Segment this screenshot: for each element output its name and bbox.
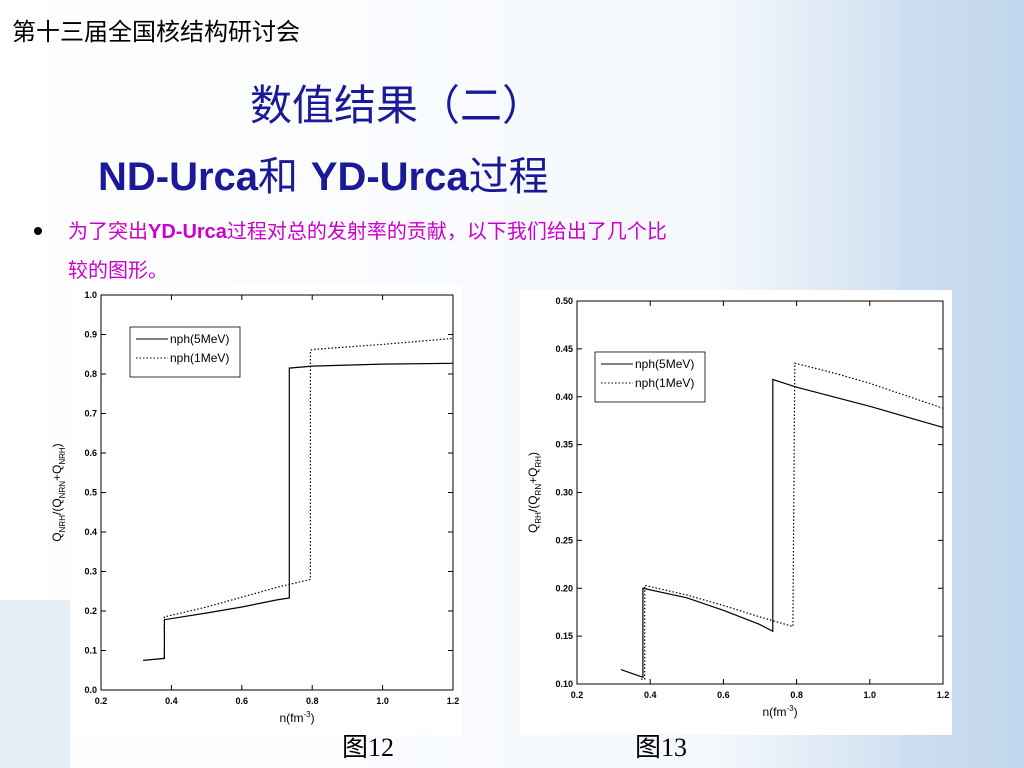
y-tick-label: 0.9 bbox=[84, 330, 97, 340]
header: 第十三届全国核结构研讨会 bbox=[12, 18, 300, 46]
caption: 图12 bbox=[342, 733, 394, 762]
x-tick-label: 1.0 bbox=[376, 696, 389, 706]
bullet-text: 为了突出YD-Urca过程对总的发射率的贡献，以下我们给出了几个比 bbox=[68, 219, 667, 243]
y-tick-label: 0.1 bbox=[84, 646, 97, 656]
y-tick-label: 0.4 bbox=[84, 527, 97, 537]
bullet-part: 过程对总的发射率的贡献，以下我们给出了几个比 bbox=[227, 219, 667, 243]
y-tick-label: 1.0 bbox=[84, 290, 97, 300]
legend-label: nph(1MeV) bbox=[635, 376, 694, 390]
y-axis-label: QNRH/(QNRN+QNRH) bbox=[50, 443, 67, 541]
x-tick-label: 0.8 bbox=[790, 690, 803, 700]
legend-label: nph(5MeV) bbox=[635, 357, 694, 371]
legend-box bbox=[129, 326, 241, 378]
y-tick-label: 0.15 bbox=[555, 631, 573, 641]
y-tick-label: 0.5 bbox=[84, 488, 97, 498]
x-axis-label-part: ) bbox=[311, 711, 315, 725]
y-axis-label-part: RN bbox=[534, 484, 543, 496]
x-axis-label: n(fm-3) bbox=[279, 710, 314, 725]
y-axis-label-part: ) bbox=[526, 452, 540, 456]
x-axis-label-part: n(fm bbox=[279, 711, 303, 725]
x-tick-label: 0.2 bbox=[571, 690, 584, 700]
y-tick-label: 0.25 bbox=[555, 535, 573, 545]
y-tick-label: 0.30 bbox=[555, 488, 573, 498]
y-tick-label: 0.20 bbox=[555, 583, 573, 593]
y-axis-label-part: /(Q bbox=[526, 495, 540, 512]
x-axis-label-part: ) bbox=[794, 705, 798, 719]
x-axis-label-part: -3 bbox=[303, 710, 311, 719]
y-axis-label-part: RH bbox=[534, 456, 543, 468]
series-line bbox=[162, 337, 454, 659]
y-tick-label: 0.50 bbox=[555, 296, 573, 306]
y-tick-label: 0.6 bbox=[84, 448, 97, 458]
x-axis-label-part: -3 bbox=[786, 704, 794, 713]
decoration bbox=[0, 600, 70, 768]
series-line bbox=[143, 362, 454, 661]
y-axis-label: QRH/(QRN+QRH) bbox=[526, 452, 543, 533]
x-tick-label: 0.6 bbox=[236, 696, 249, 706]
y-tick-label: 0.3 bbox=[84, 567, 97, 577]
y-axis-label-part: NRH bbox=[58, 515, 67, 533]
bullet-text: 较的图形。 bbox=[68, 258, 168, 282]
legend-box bbox=[594, 351, 706, 403]
x-tick-label: 0.4 bbox=[165, 696, 178, 706]
y-axis-label-part: NRH bbox=[58, 447, 67, 465]
x-tick-label: 0.2 bbox=[95, 696, 108, 706]
subtitle-part: 过程 bbox=[469, 154, 549, 200]
subtitle-part: ND-Urca bbox=[98, 155, 259, 199]
y-tick-label: 0.2 bbox=[84, 606, 97, 616]
y-tick-label: 0.0 bbox=[84, 685, 97, 695]
subtitle-part: 和 bbox=[258, 154, 311, 200]
x-tick-label: 0.6 bbox=[717, 690, 730, 700]
plot-background bbox=[520, 290, 952, 735]
y-axis-label-part: +Q bbox=[50, 465, 64, 481]
y-axis-label-part: ) bbox=[50, 443, 64, 447]
y-tick-label: 0.8 bbox=[84, 369, 97, 379]
x-tick-label: 1.2 bbox=[937, 690, 950, 700]
title: 数值结果（二） bbox=[250, 81, 544, 130]
y-axis-label-part: NRN bbox=[58, 481, 67, 499]
bullet-part: 为了突出 bbox=[68, 219, 148, 243]
y-axis-label-part: +Q bbox=[526, 468, 540, 484]
legend-label: nph(1MeV) bbox=[170, 351, 229, 365]
y-tick-label: 0.7 bbox=[84, 409, 97, 419]
x-tick-label: 0.4 bbox=[644, 690, 657, 700]
series-line bbox=[620, 378, 944, 679]
x-axis-label: n(fm-3) bbox=[762, 704, 797, 719]
y-axis-label-part: RH bbox=[534, 512, 543, 524]
bullet-part: YD-Urca bbox=[148, 221, 228, 243]
y-tick-label: 0.45 bbox=[555, 344, 573, 354]
x-tick-label: 0.8 bbox=[306, 696, 319, 706]
caption: 图13 bbox=[635, 733, 687, 762]
x-tick-label: 1.0 bbox=[864, 690, 877, 700]
y-axis-label-part: Q bbox=[526, 524, 540, 533]
y-axis-label-part: /(Q bbox=[50, 498, 64, 515]
legend-label: nph(5MeV) bbox=[170, 332, 229, 346]
x-axis-label-part: n(fm bbox=[762, 705, 786, 719]
x-tick-label: 1.2 bbox=[447, 696, 460, 706]
subtitle-part: YD-Urca bbox=[311, 155, 470, 199]
y-tick-label: 0.40 bbox=[555, 392, 573, 402]
series-line bbox=[641, 362, 944, 680]
y-axis-label-part: Q bbox=[50, 532, 64, 541]
bullet-dot bbox=[34, 227, 42, 235]
y-tick-label: 0.35 bbox=[555, 440, 573, 450]
subtitle: ND-Urca和 YD-Urca过程 bbox=[98, 154, 549, 200]
y-tick-label: 0.10 bbox=[555, 679, 573, 689]
